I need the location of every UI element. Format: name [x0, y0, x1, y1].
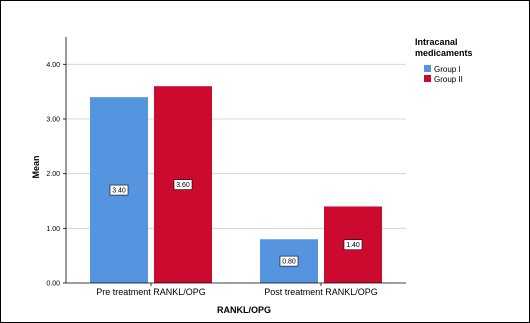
y-tick-label: 3.00 — [46, 117, 60, 124]
x-tick-label: Pre treatment RANKL/OPG — [96, 287, 206, 297]
data-label-box — [279, 255, 299, 267]
data-label: 0.80 — [282, 259, 296, 266]
legend-title-line-2: medicaments — [415, 48, 473, 58]
x-tick-label: Post treatment RANKL/OPG — [264, 287, 378, 297]
y-axis-ticks: 0.00 1.00 2.00 3.00 4.00 — [46, 62, 66, 288]
data-label-box — [109, 184, 129, 196]
data-label-box — [173, 179, 193, 190]
y-tick-label: 2.00 — [46, 171, 60, 178]
y-axis-title: Mean — [31, 155, 41, 178]
legend-label-group-i: Group I — [434, 65, 461, 74]
data-labels: 3.40 3.60 0.80 1.40 — [109, 179, 363, 267]
y-tick-label: 1.00 — [46, 226, 60, 233]
legend-label-group-ii: Group II — [434, 75, 463, 84]
data-label: 3.40 — [112, 188, 126, 195]
data-label: 3.60 — [176, 182, 190, 189]
y-tick-label: 0.00 — [46, 281, 60, 288]
y-tick-label: 4.00 — [46, 62, 60, 69]
legend-swatch-group-i — [424, 65, 431, 72]
x-axis-ticks: Pre treatment RANKL/OPG Post treatment RA… — [96, 283, 378, 297]
data-label: 1.40 — [346, 242, 360, 249]
x-axis-title: RANKL/OPG — [217, 305, 271, 315]
bars — [90, 86, 382, 283]
legend: Intracanal medicaments Group I Group II — [415, 37, 473, 84]
legend-title-line-1: Intracanal — [415, 37, 458, 47]
data-label-box — [343, 239, 363, 251]
legend-swatch-group-ii — [424, 75, 431, 82]
